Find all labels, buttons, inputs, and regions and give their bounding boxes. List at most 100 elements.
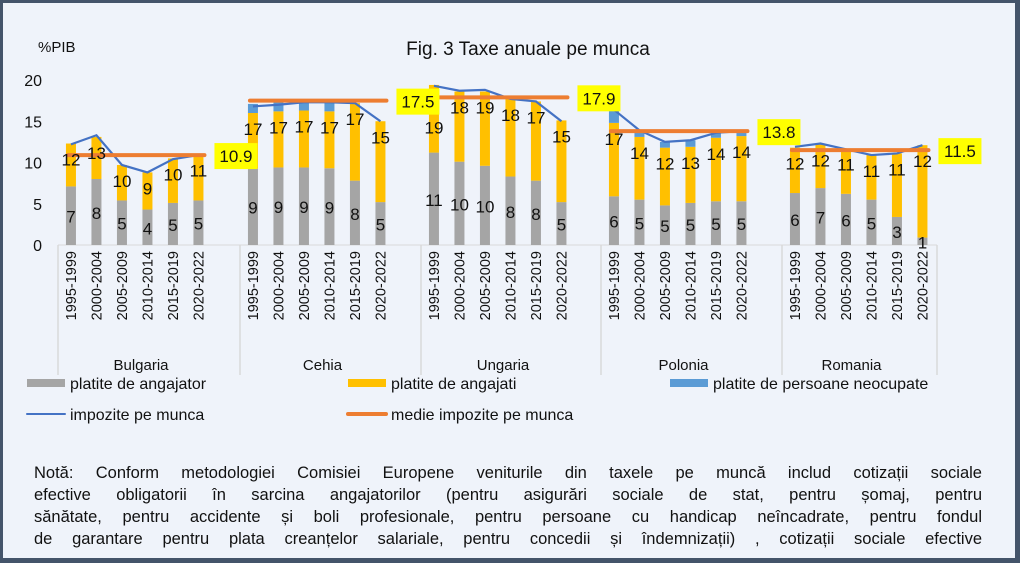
bar-employer <box>505 176 516 245</box>
x-tick-label: 2010-2014 <box>864 251 880 320</box>
x-tick-label: 2000-2004 <box>632 251 648 320</box>
bar-employer <box>917 237 928 245</box>
y-axis-label: %PIB <box>38 39 76 56</box>
employer-label: 10 <box>475 197 494 216</box>
bar-employee <box>454 91 465 162</box>
bar-employer <box>247 168 258 245</box>
bar-employer <box>608 196 619 245</box>
note-line: sănătate, pentru accidente și boli profe… <box>34 508 982 526</box>
x-tick-label: 1995-1999 <box>427 251 443 320</box>
bar-employer <box>556 202 567 245</box>
bar-employee <box>815 144 826 189</box>
legend-swatch <box>27 379 65 387</box>
bar-employer <box>530 180 541 245</box>
bar-employee <box>891 153 902 217</box>
bar-employee <box>866 155 877 200</box>
legend-label: medie impozite pe munca <box>391 407 573 424</box>
bar-employer <box>349 180 360 245</box>
employer-label: 11 <box>425 191 443 210</box>
bar-employee <box>116 164 127 201</box>
x-tick-label: 2020-2022 <box>373 251 389 320</box>
bar-unemployed <box>298 100 309 111</box>
average-label-box <box>757 119 801 146</box>
note-line: efective obligatorii în sarcina angajato… <box>34 486 982 504</box>
employee-label: 15 <box>371 128 390 147</box>
employee-label: 11 <box>888 160 906 179</box>
x-tick-label: 2015-2019 <box>166 251 182 320</box>
employee-label: 15 <box>552 127 571 146</box>
x-tick-label: 2015-2019 <box>890 251 906 320</box>
x-tick-label: 2005-2009 <box>478 251 494 320</box>
bar-employee <box>349 103 360 181</box>
bar-employee <box>298 110 309 168</box>
line-impozite <box>613 108 742 143</box>
employer-label: 6 <box>790 211 799 230</box>
employer-label: 9 <box>248 199 257 218</box>
employer-label: 5 <box>660 217 669 236</box>
average-label: 13.8 <box>762 123 795 142</box>
employer-label: 6 <box>609 213 618 232</box>
bar-employee <box>91 136 102 179</box>
bar-employee <box>324 111 335 169</box>
employer-label: 8 <box>531 205 540 224</box>
bar-employee <box>505 98 516 177</box>
x-tick-label: 1995-1999 <box>246 251 262 320</box>
bar-employee <box>247 113 258 169</box>
bar-unemployed <box>273 101 284 112</box>
legend-label: platite de angajati <box>391 376 516 393</box>
employer-label: 5 <box>557 216 566 235</box>
bar-employer <box>891 216 902 245</box>
x-tick-label: 2005-2009 <box>658 251 674 320</box>
bar-employer <box>736 201 747 245</box>
average-label: 10.9 <box>219 147 252 166</box>
employee-label: 17 <box>526 108 545 127</box>
bar-employer <box>815 188 826 245</box>
employee-label: 11 <box>837 155 855 174</box>
bar-employer <box>685 202 696 245</box>
bar-employer <box>193 200 204 245</box>
bar-unemployed <box>659 141 670 148</box>
employer-label: 9 <box>274 198 283 217</box>
average-label-box <box>214 143 258 170</box>
group-label: Polonia <box>658 357 709 374</box>
employer-label: 6 <box>841 211 850 230</box>
x-tick-label: 2010-2014 <box>140 251 156 320</box>
bar-employee <box>167 158 178 203</box>
group-label: Cehia <box>303 357 343 374</box>
average-label: 11.5 <box>944 142 976 161</box>
bar-employee <box>428 84 439 153</box>
x-tick-label: 2000-2004 <box>271 251 287 320</box>
bar-employer <box>65 186 76 245</box>
x-tick-label: 2005-2009 <box>297 251 313 320</box>
x-tick-label: 2005-2009 <box>839 251 855 320</box>
average-label: 17.5 <box>401 93 434 112</box>
bar-employer <box>428 152 439 245</box>
x-tick-label: 2020-2022 <box>191 251 207 320</box>
employee-label: 17 <box>604 130 623 149</box>
y-tick-label: 5 <box>33 197 42 214</box>
bar-employee <box>659 147 670 206</box>
employer-label: 5 <box>376 216 385 235</box>
employee-label: 14 <box>630 144 649 163</box>
average-label: 17.9 <box>582 89 615 108</box>
employer-label: 4 <box>143 219 152 238</box>
legend-swatch <box>348 379 386 387</box>
average-label-box <box>938 138 982 165</box>
x-tick-label: 2015-2019 <box>348 251 364 320</box>
x-tick-label: 2020-2022 <box>734 251 750 320</box>
x-tick-label: 1995-1999 <box>607 251 623 320</box>
legend-label: platite de persoane neocupate <box>713 376 928 393</box>
bar-employee <box>917 145 928 238</box>
bar-employee <box>710 137 721 202</box>
average-label-box <box>396 88 440 115</box>
average-label-box <box>577 85 621 112</box>
employer-label: 7 <box>66 208 75 227</box>
employee-label: 10 <box>112 172 131 191</box>
employee-label: 17 <box>320 118 339 137</box>
bar-employer <box>273 167 284 245</box>
bar-employee <box>193 154 204 201</box>
note-line: de garantare pentru plata creanțelor sal… <box>34 530 982 548</box>
employee-label: 18 <box>501 106 520 125</box>
employee-label: 13 <box>681 154 700 173</box>
